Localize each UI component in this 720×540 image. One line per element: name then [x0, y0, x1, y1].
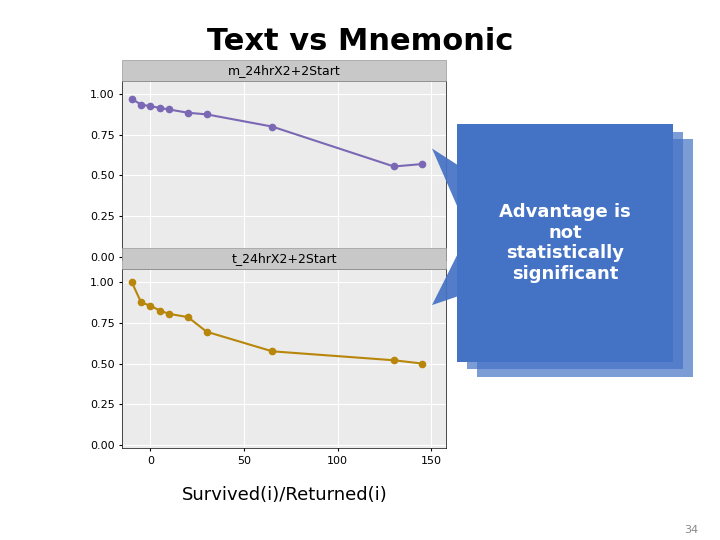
- Text: Text vs Mnemonic: Text vs Mnemonic: [207, 27, 513, 56]
- Text: m_24hrX2+2Start: m_24hrX2+2Start: [228, 64, 341, 77]
- Text: t_24hrX2+2Start: t_24hrX2+2Start: [232, 252, 337, 265]
- Polygon shape: [432, 248, 461, 305]
- FancyBboxPatch shape: [457, 124, 673, 362]
- Bar: [122, 59, 446, 81]
- Text: Advantage is
not
statistically
significant: Advantage is not statistically significa…: [500, 203, 631, 283]
- Text: 34: 34: [684, 524, 698, 535]
- FancyBboxPatch shape: [467, 132, 683, 369]
- Polygon shape: [432, 148, 461, 214]
- Text: Survived(i)/Returned(i): Survived(i)/Returned(i): [181, 486, 387, 504]
- FancyBboxPatch shape: [477, 139, 693, 377]
- Bar: [122, 247, 446, 269]
